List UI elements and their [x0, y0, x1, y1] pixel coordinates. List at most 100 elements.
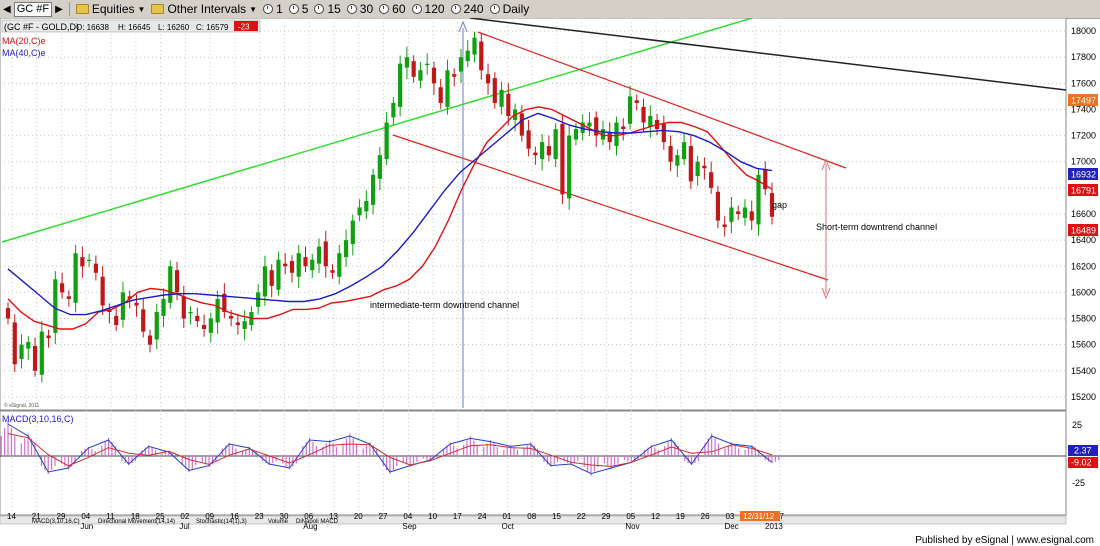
- candle-body: [452, 74, 457, 77]
- forward-arrow-icon[interactable]: ▶: [55, 3, 63, 15]
- macd-signal-line: [7, 433, 773, 467]
- x-tick-label: 16: [230, 512, 239, 521]
- candle-body: [53, 279, 58, 333]
- study-tab-dinapoli[interactable]: DiNapoli MACD: [296, 519, 339, 525]
- candle-body: [445, 70, 450, 107]
- candle-body: [174, 270, 180, 293]
- interval-daily-button[interactable]: Daily: [487, 1, 533, 17]
- y-tick-label: 15200: [1071, 392, 1096, 402]
- candle-body: [168, 266, 173, 303]
- macd-badge: [1068, 457, 1098, 468]
- interval-label: 5: [301, 2, 309, 16]
- interval-30-button[interactable]: 30: [344, 1, 376, 17]
- interval-60-button[interactable]: 60: [376, 1, 408, 17]
- candle-body: [634, 100, 639, 103]
- y-tick-label: 17400: [1071, 104, 1096, 114]
- copyright-label: © eSignal, 2011: [4, 402, 40, 409]
- price-badge: [1068, 94, 1098, 106]
- study-tab-stochastic[interactable]: Stochastic(14(1),3): [196, 519, 247, 525]
- y-tick-label: 17800: [1071, 52, 1096, 62]
- x-tick-label: 05: [626, 512, 635, 521]
- candle-body: [100, 276, 105, 306]
- study-tab-strip: [0, 515, 1067, 525]
- gap-label: gap: [772, 200, 787, 210]
- candle-body: [472, 37, 477, 55]
- month-label: Jun: [80, 522, 93, 531]
- x-tick-label: 29: [602, 512, 611, 521]
- macd-panel: [0, 410, 1067, 516]
- arrow-head-icon: [458, 20, 468, 33]
- macd-plot: [0, 420, 1066, 476]
- candle-body: [675, 155, 680, 166]
- candle-body: [695, 161, 700, 177]
- long-term-downtrend-line: [469, 18, 1066, 91]
- candle-body: [404, 57, 409, 68]
- candle-body: [519, 113, 524, 136]
- candle-body: [600, 129, 606, 140]
- interval-label: 1: [276, 2, 283, 16]
- candle-body: [438, 87, 443, 103]
- candle-body: [749, 211, 754, 221]
- price-badge-label: 16791: [1071, 186, 1096, 196]
- back-arrow-icon[interactable]: ◀: [3, 3, 11, 15]
- candle-body: [722, 224, 727, 228]
- candle-body: [425, 63, 430, 66]
- candle-body: [161, 298, 166, 316]
- candle-body: [59, 283, 65, 293]
- candle-body: [540, 142, 545, 160]
- candle-body: [533, 152, 538, 156]
- x-tick-label: 02: [180, 512, 189, 521]
- folder-icon: [151, 4, 165, 14]
- x-tick-label: 19: [676, 512, 685, 521]
- chevron-down-icon: ▼: [137, 4, 146, 14]
- folder-icon: [75, 4, 89, 14]
- intermediate-channel-label: intermediate-term downtrend channel: [370, 300, 519, 310]
- candle-body: [688, 146, 693, 182]
- interval-label: 15: [327, 2, 341, 16]
- interval-240-button[interactable]: 240: [448, 1, 487, 17]
- candle-body: [377, 155, 382, 179]
- x-tick-label: 04: [403, 512, 412, 521]
- x-tick-label: 23: [255, 512, 264, 521]
- study-tab-volume[interactable]: Volume: [268, 519, 289, 525]
- candle-body: [357, 207, 362, 216]
- interval-label: 120: [424, 2, 445, 16]
- interval-5-button[interactable]: 5: [286, 1, 312, 17]
- interval-1-button[interactable]: 1: [260, 1, 286, 17]
- candle-body: [384, 122, 389, 160]
- price-chart[interactable]: 15200 15400 15600 15800 16000 16200 16400 16600…: [0, 18, 1100, 546]
- equities-menu[interactable]: Equities ▼: [73, 1, 149, 17]
- clock-icon: [379, 4, 390, 14]
- price-badge-label: 17497: [1071, 96, 1096, 106]
- y-tick-label: 18000: [1071, 26, 1096, 36]
- x-tick-label: 25: [156, 512, 165, 521]
- candle-body: [526, 130, 531, 149]
- study-tab-dmi[interactable]: Directional Movement(14,14): [98, 519, 175, 525]
- candle-body: [66, 296, 71, 299]
- candle-body: [107, 309, 112, 312]
- x-tick-label: 24: [478, 512, 487, 521]
- candle-body: [283, 263, 288, 267]
- symbol-field[interactable]: GC #F: [13, 1, 53, 17]
- candle-body: [222, 293, 227, 312]
- candle-body: [181, 296, 186, 319]
- candle-body: [715, 191, 721, 221]
- time-axis: 14 21 29 04 11 18 25 02 09 16 23 30 06 13 20 27 04 10 17 24…: [7, 512, 784, 531]
- candle-body: [485, 74, 491, 84]
- x-tick-label: 21: [32, 512, 41, 521]
- y-tick-label: 15600: [1071, 340, 1096, 350]
- other-intervals-menu[interactable]: Other Intervals ▼: [148, 1, 260, 17]
- candle-body: [614, 122, 619, 147]
- study-tab-macd[interactable]: MACD(3,10,16,C): [32, 519, 80, 525]
- candle-body: [93, 263, 98, 273]
- interval-15-button[interactable]: 15: [311, 1, 343, 17]
- x-tick-label: 27: [379, 512, 388, 521]
- candle-body: [350, 220, 355, 245]
- candle-body: [303, 257, 308, 267]
- x-tick-label: 11: [106, 512, 115, 521]
- interval-120-button[interactable]: 120: [409, 1, 448, 17]
- candle-body: [763, 169, 768, 190]
- year-label: 2013: [765, 522, 783, 531]
- candle-body: [398, 63, 403, 107]
